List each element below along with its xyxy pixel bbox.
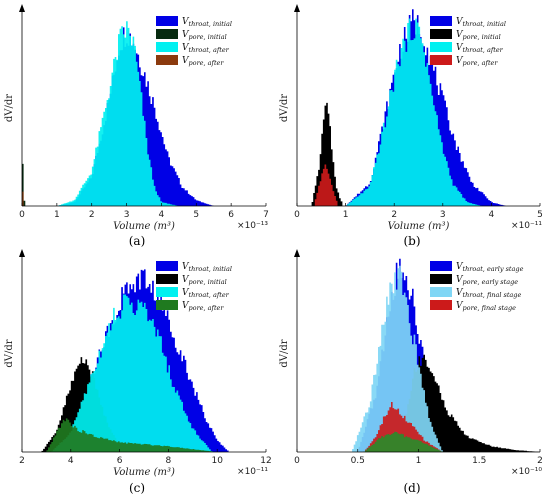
legend-swatch: [430, 42, 452, 52]
panel-label: (b): [403, 234, 420, 248]
x-tick-label: 2: [19, 456, 25, 466]
x-exponent-label: ×10⁻¹¹: [511, 221, 542, 231]
series-area: [22, 294, 266, 452]
panel-label: (a): [129, 234, 146, 248]
legend-swatch: [156, 261, 178, 271]
legend-swatch: [430, 29, 452, 39]
series-area: [22, 21, 266, 206]
legend-label: Vpore, after: [182, 56, 224, 67]
legend-label: Vthroat, after: [456, 43, 504, 54]
y-axis-arrow-icon: [19, 249, 25, 257]
legend-swatch: [430, 287, 452, 297]
series-area: [297, 265, 540, 452]
y-axis-arrow-icon: [19, 4, 25, 12]
legend-swatch: [430, 261, 452, 271]
x-tick-label: 0.5: [351, 456, 365, 466]
legend-label: Vthroat, after: [182, 288, 230, 299]
legend-label: Vthroat, initial: [456, 17, 506, 28]
legend-label: Vthroat, final stage: [456, 288, 521, 299]
x-tick-label: 2: [537, 456, 543, 466]
x-tick-label: 1: [54, 210, 60, 220]
series-area: [297, 258, 540, 452]
x-exponent-label: ×10⁻¹³: [237, 221, 268, 231]
legend-label: Vpore, initial: [182, 275, 227, 286]
chart-panel-d: 0 0.5 1 1.5 2×10⁻¹⁰ dV/dr (d) Vthroat, early st…: [279, 249, 543, 495]
x-tick-label: 4: [489, 210, 495, 220]
legend-label: Vthroat, initial: [182, 262, 232, 273]
x-tick-label: 10: [211, 456, 223, 466]
x-tick-label: 1: [416, 456, 422, 466]
legend-swatch: [156, 274, 178, 284]
legend-swatch: [156, 300, 178, 310]
x-tick-label: 3: [124, 210, 130, 220]
legend-swatch: [430, 55, 452, 65]
series-area: [297, 431, 540, 452]
x-tick-label: 2: [89, 210, 95, 220]
y-axis-label: dV/dr: [4, 339, 15, 367]
legend-swatch: [430, 274, 452, 284]
x-tick-label: 4: [68, 456, 74, 466]
legend-label: Vthroat, initial: [182, 17, 232, 28]
x-axis-label: Volume (m³): [113, 467, 175, 478]
legend-label: Vpore, final stage: [456, 301, 516, 312]
x-tick-label: 0: [294, 210, 300, 220]
chart-panel-c: 2 4 6 8 10 12×10⁻¹¹ Volume (m³) dV/dr (c) Vthroat…: [4, 249, 272, 495]
legend-swatch: [156, 287, 178, 297]
legend-label: Vpore, initial: [456, 30, 501, 41]
x-tick-label: 1: [343, 210, 349, 220]
panel-label: (c): [129, 481, 145, 495]
chart-panel-a: 0 1 2 3 4 5 6 7×10⁻¹³ Volume (m³) dV/dr (a) Vthroat…: [4, 4, 269, 248]
legend-swatch: [156, 29, 178, 39]
legend-swatch: [430, 16, 452, 26]
x-tick-label: 6: [228, 210, 234, 220]
legend-label: Vpore, after: [182, 301, 224, 312]
y-axis-arrow-icon: [294, 249, 300, 257]
x-tick-label: 12: [260, 456, 271, 466]
x-tick-label: 6: [117, 456, 123, 466]
series-area: [22, 418, 266, 452]
x-tick-label: 0: [19, 210, 25, 220]
series-area: [297, 18, 540, 206]
x-tick-label: 5: [193, 210, 199, 220]
series-area: [297, 164, 540, 206]
y-axis-arrow-icon: [294, 4, 300, 12]
x-exponent-label: ×10⁻¹¹: [237, 467, 268, 477]
legend-label: Vpore, after: [456, 56, 498, 67]
x-tick-label: 0: [294, 456, 300, 466]
legend-label: Vpore, early stage: [456, 275, 518, 286]
panel-label: (d): [403, 481, 420, 495]
legend-swatch: [430, 300, 452, 310]
chart-panel-b: 0 1 2 3 4 5×10⁻¹¹ Volume (m³) dV/dr (b) Vthroat, …: [279, 4, 543, 248]
legend-swatch: [156, 42, 178, 52]
y-axis-label: dV/dr: [279, 339, 290, 367]
legend-label: Vthroat, early stage: [456, 262, 524, 273]
x-exponent-label: ×10⁻¹⁰: [511, 467, 542, 477]
x-tick-label: 7: [263, 210, 269, 220]
legend-swatch: [156, 55, 178, 65]
x-tick-label: 4: [159, 210, 165, 220]
x-tick-label: 3: [440, 210, 446, 220]
x-tick-label: 2: [391, 210, 397, 220]
x-tick-label: 1.5: [472, 456, 486, 466]
x-tick-label: 5: [537, 210, 543, 220]
legend-label: Vthroat, after: [182, 43, 230, 54]
legend-label: Vpore, initial: [182, 30, 227, 41]
x-axis-label: Volume (m³): [388, 221, 450, 232]
x-axis-label: Volume (m³): [113, 221, 175, 232]
y-axis-label: dV/dr: [279, 94, 290, 122]
legend-swatch: [156, 16, 178, 26]
y-axis-label: dV/dr: [4, 94, 15, 122]
x-tick-label: 8: [166, 456, 172, 466]
